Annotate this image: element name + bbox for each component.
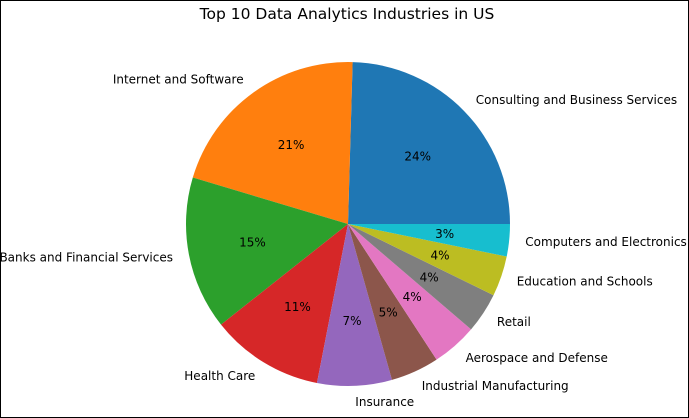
category-label-education-and-schools: Education and Schools <box>517 275 653 289</box>
percent-label-retail: 4% <box>420 270 439 284</box>
pie-slice-internet-and-software <box>192 62 353 224</box>
percent-label-computers-and-electronics: 3% <box>435 227 454 241</box>
pie-slice-retail <box>348 224 494 330</box>
category-label-computers-and-electronics: Computers and Electronics <box>525 235 687 249</box>
pie-slice-consulting-and-business-services <box>348 62 510 224</box>
category-label-health-care: Health Care <box>184 369 255 383</box>
percent-label-industrial-manufacturing: 5% <box>379 306 398 320</box>
pie-slice-insurance <box>316 224 392 386</box>
percent-label-health-care: 11% <box>284 300 311 314</box>
category-labels: Consulting and Business Services Internet… <box>1 73 687 409</box>
category-label-consulting-and-business-services: Consulting and Business Services <box>476 93 677 107</box>
pie-slice-education-and-schools <box>348 224 507 296</box>
pie-slices <box>186 62 510 386</box>
pie-slice-computers-and-electronics <box>348 224 510 257</box>
pie-slice-aerospace-and-defense <box>348 224 472 360</box>
percent-label-aerospace-and-defense: 4% <box>403 290 422 304</box>
category-label-retail: Retail <box>497 315 531 329</box>
percent-label-internet-and-software: 21% <box>278 138 305 152</box>
percent-label-consulting-and-business-services: 24% <box>404 149 431 163</box>
percent-labels: 24% 21% 15% 11% 7% 5% 4% 4% 4% 3% <box>239 138 454 328</box>
category-label-banks-and-financial-services: Banks and Financial Services <box>1 251 173 265</box>
category-label-industrial-manufacturing: Industrial Manufacturing <box>422 379 569 393</box>
category-label-internet-and-software: Internet and Software <box>113 73 244 87</box>
category-label-insurance: Insurance <box>355 395 414 409</box>
chart-title: Top 10 Data Analytics Industries in US <box>199 5 495 23</box>
pie-slice-banks-and-financial-services <box>186 177 348 325</box>
percent-label-insurance: 7% <box>342 314 361 328</box>
percent-label-banks-and-financial-services: 15% <box>239 235 266 249</box>
pie-slice-health-care <box>221 224 348 383</box>
category-label-aerospace-and-defense: Aerospace and Defense <box>466 351 608 365</box>
pie-slice-industrial-manufacturing <box>348 224 437 380</box>
percent-label-education-and-schools: 4% <box>430 248 449 262</box>
